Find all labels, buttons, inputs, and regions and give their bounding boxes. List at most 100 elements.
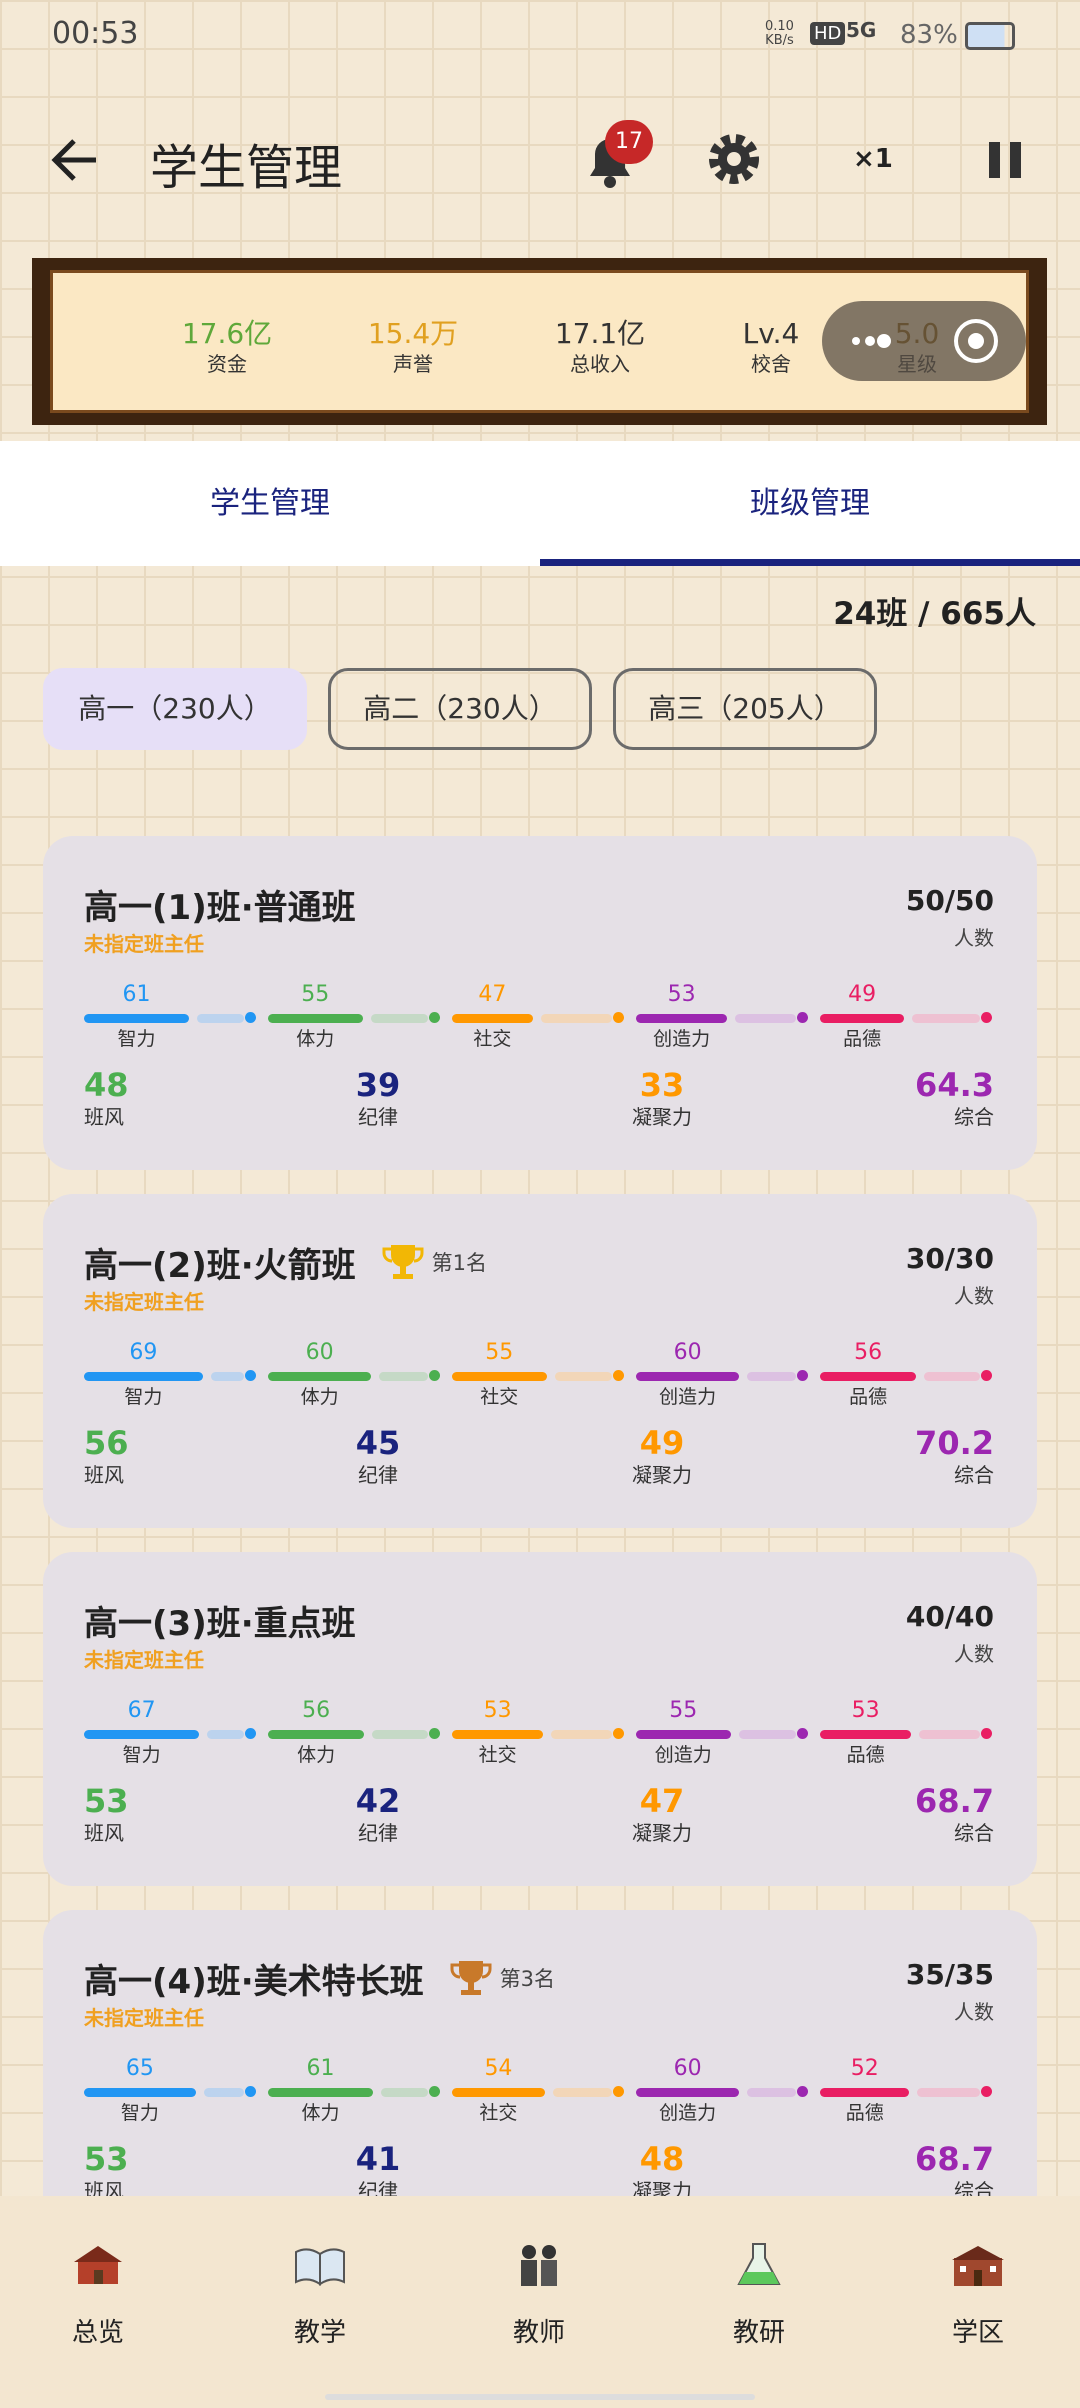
summary: 24班 / 665人	[833, 596, 1036, 632]
metric: 39 纪律	[318, 1066, 438, 1130]
attribute-dot	[245, 1370, 256, 1381]
attribute-dot	[613, 2086, 624, 2097]
student-count: 30/30	[905, 1242, 994, 1275]
attribute-bar	[636, 1014, 728, 1023]
attribute-track	[540, 1014, 612, 1023]
attribute-track	[210, 1372, 244, 1381]
class-list: 24班 / 665人 高一（230人） 高二（230人） 高三（205人） 高一(1)…	[0, 566, 1080, 2196]
attribute-track	[372, 1730, 428, 1739]
attribute-bar	[268, 1730, 365, 1739]
teacher: 未指定班主任	[84, 1648, 204, 1672]
metric-label: 班风	[84, 1821, 124, 1845]
nav-item[interactable]: 教师	[459, 2240, 619, 2349]
nav-item[interactable]: 教学	[240, 2240, 400, 2349]
nav-item[interactable]: 教研	[679, 2240, 839, 2349]
attribute-value: 60	[673, 2056, 702, 2081]
attribute-label: 品德	[845, 2102, 884, 2124]
metric-value: 33	[639, 1066, 685, 1104]
trophy-icon	[450, 1961, 492, 1995]
class-name-row: 高一(1)班·普通班	[84, 878, 356, 930]
attribute-dot	[981, 2086, 992, 2097]
attribute-track	[917, 2088, 980, 2097]
attribute-value: 53	[851, 1698, 880, 1723]
class-name-row: 高一(2)班·火箭班 第1名	[84, 1236, 487, 1288]
attribute-track	[738, 1730, 796, 1739]
attribute-value: 56	[854, 1340, 883, 1365]
metric: 64.3 综合	[915, 1066, 994, 1130]
class-card[interactable]: 高一(2)班·火箭班 第1名 未指定班主任 30/30 人数 69 智力 60 体力 55 社交 60…	[43, 1194, 1037, 1528]
attribute: 67 智力	[84, 1698, 256, 1766]
attribute: 61 体力	[268, 2056, 440, 2124]
nav-label: 教师	[512, 2318, 565, 2348]
metric-label: 综合	[954, 1105, 994, 1129]
attribute-label: 智力	[124, 1386, 163, 1408]
metric: 68.7 综合	[915, 2140, 994, 2196]
attribute-value: 60	[305, 1340, 334, 1365]
attribute-track	[554, 1372, 612, 1381]
tab[interactable]: 学生管理	[210, 486, 330, 521]
attribute: 60 创造力	[636, 1340, 808, 1408]
speed-button[interactable]: ×1	[853, 144, 893, 174]
attribute-bar	[452, 1730, 544, 1739]
metric-label: 班风	[84, 1105, 124, 1129]
attribute-label: 社交	[478, 1744, 517, 1766]
metric-value: 64.3	[915, 1066, 994, 1104]
metric-label: 纪律	[358, 1105, 398, 1129]
mini-program-capsule[interactable]	[822, 301, 1026, 381]
attribute-label: 体力	[297, 1744, 336, 1766]
nav-label: 学区	[951, 2318, 1004, 2348]
class-name-row: 高一(3)班·重点班	[84, 1594, 356, 1646]
attribute-value: 47	[478, 982, 507, 1007]
metric-value: 49	[639, 1424, 685, 1462]
metric-value: 48	[84, 1066, 129, 1104]
tab[interactable]: 班级管理	[540, 441, 1080, 566]
grade-chip[interactable]: 高一（230人）	[43, 668, 307, 750]
stat-value: 17.6亿	[181, 317, 273, 350]
stat: 17.6亿 资金	[147, 317, 307, 377]
nav-item[interactable]: 总览	[18, 2240, 178, 2349]
attribute-value: 69	[129, 1340, 158, 1365]
attribute-dot	[981, 1012, 992, 1023]
attribute: 53 品德	[820, 1698, 992, 1766]
count-label: 人数	[954, 926, 994, 950]
pause-button[interactable]	[985, 140, 1025, 180]
metric-value: 68.7	[915, 2140, 994, 2178]
attribute-label: 创造力	[659, 2102, 717, 2124]
attribute-bar	[84, 1372, 203, 1381]
back-button[interactable]	[48, 133, 102, 187]
attribute-value: 53	[483, 1698, 512, 1723]
class-card[interactable]: 高一(3)班·重点班 未指定班主任 40/40 人数 67 智力 56 体力 53 社交 55 创造力…	[43, 1552, 1037, 1886]
metric-label: 纪律	[358, 1821, 398, 1845]
attribute: 65 智力	[84, 2056, 256, 2124]
capsule-icons	[852, 319, 998, 363]
attribute-value: 55	[669, 1698, 698, 1723]
attribute-dot	[797, 1370, 808, 1381]
stat-label: 声誉	[393, 352, 433, 376]
settings-button[interactable]	[705, 130, 763, 188]
class-card[interactable]: 高一(4)班·美术特长班 第3名 未指定班主任 35/35 人数 65 智力 61 体力 54 社交…	[43, 1910, 1037, 2196]
metric-value: 45	[355, 1424, 401, 1462]
attribute-value: 49	[848, 982, 877, 1007]
attribute-value: 54	[484, 2056, 513, 2081]
metric-label: 凝聚力	[632, 1463, 692, 1487]
class-name-row: 高一(4)班·美术特长班 第3名	[84, 1952, 555, 2004]
grade-chip[interactable]: 高三（205人）	[613, 668, 877, 750]
attribute-bar	[452, 1014, 533, 1023]
attribute-dot	[429, 1728, 440, 1739]
nav-item[interactable]: 学区	[898, 2240, 1058, 2349]
metric-value: 41	[355, 2140, 401, 2178]
attribute-track	[551, 1730, 612, 1739]
attribute-bar	[636, 2088, 740, 2097]
metric-value: 39	[355, 1066, 401, 1104]
attribute-label: 创造力	[654, 1744, 712, 1766]
attribute-dot	[613, 1728, 624, 1739]
grade-chip[interactable]: 高二（230人）	[328, 668, 592, 750]
attribute-dot	[429, 1370, 440, 1381]
attribute-label: 社交	[473, 1028, 512, 1050]
class-card[interactable]: 高一(1)班·普通班 未指定班主任 50/50 人数 61 智力 55 体力 47 社交 53 创造力…	[43, 836, 1037, 1170]
attribute-label: 智力	[120, 2102, 159, 2124]
attribute-bar	[636, 1730, 731, 1739]
attribute-track	[370, 1014, 428, 1023]
nav-label: 教研	[732, 2318, 785, 2348]
nav-icon	[952, 2246, 1004, 2286]
